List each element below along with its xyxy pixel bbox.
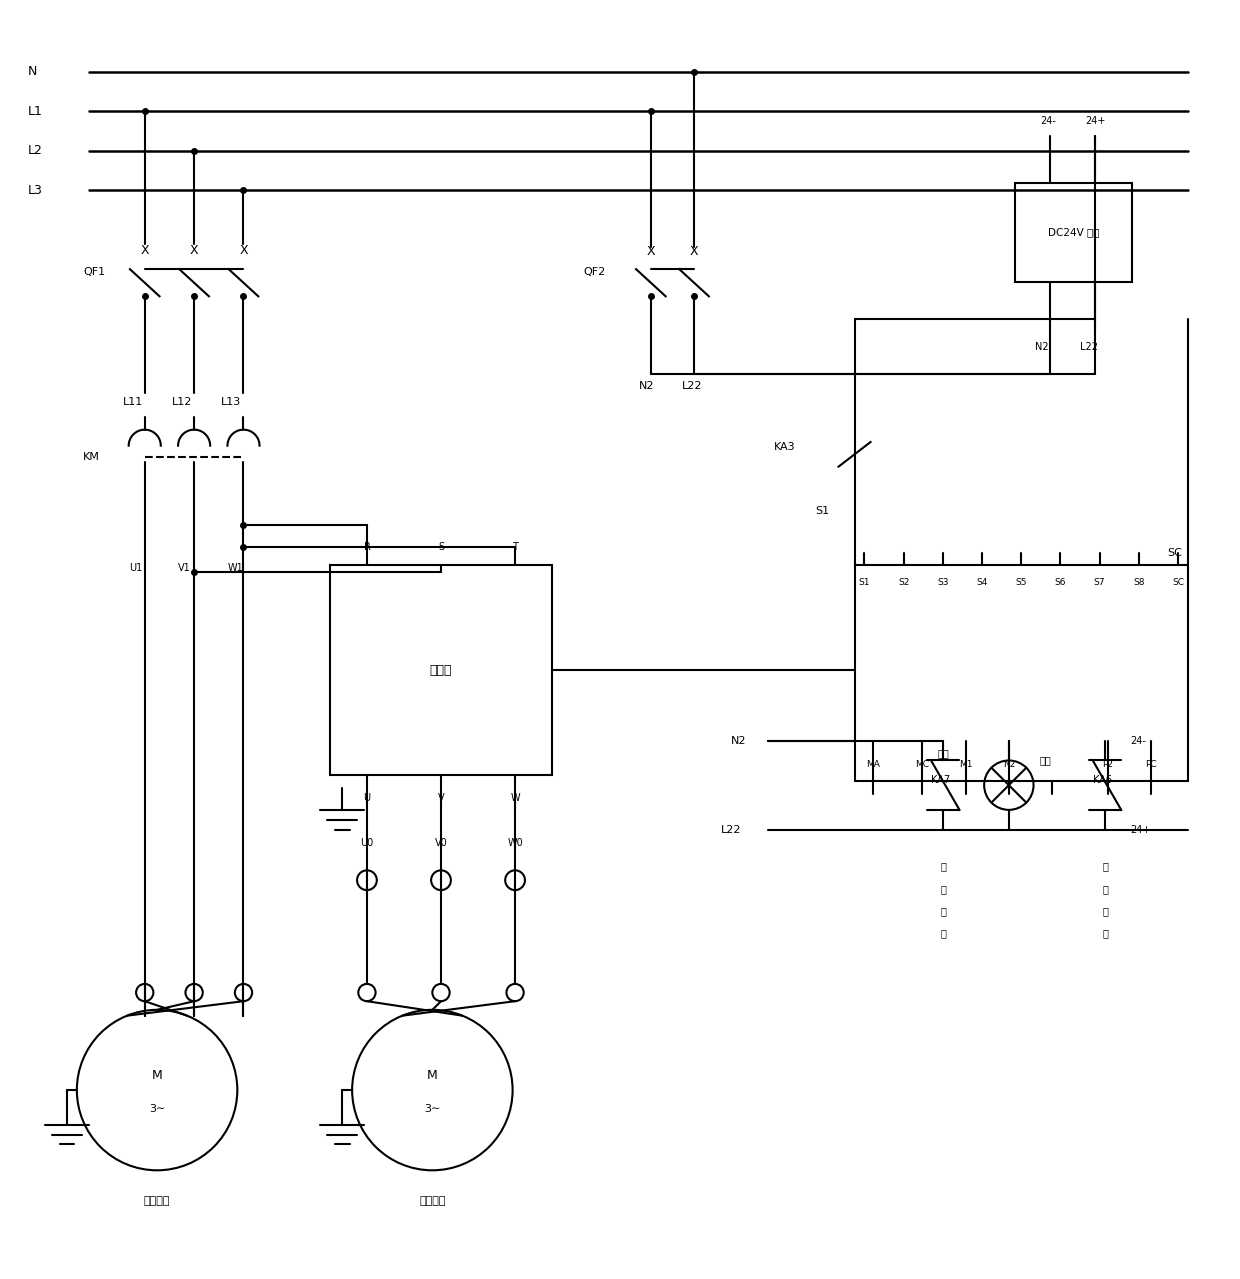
Text: M: M — [151, 1069, 162, 1082]
Text: X: X — [190, 244, 198, 257]
Text: S6: S6 — [1055, 578, 1066, 587]
Text: M1: M1 — [959, 760, 972, 769]
Text: S2: S2 — [898, 578, 909, 587]
Text: L3: L3 — [27, 184, 42, 197]
Text: QF1: QF1 — [83, 266, 105, 276]
Text: U: U — [363, 793, 371, 802]
Bar — [854, 565, 1188, 781]
Text: S7: S7 — [1094, 578, 1105, 587]
Text: 3∼: 3∼ — [424, 1104, 440, 1114]
Text: L2: L2 — [27, 145, 42, 157]
Text: S1: S1 — [815, 506, 830, 517]
Text: L13: L13 — [221, 398, 242, 408]
Text: L22: L22 — [722, 825, 742, 835]
Text: QF2: QF2 — [583, 266, 605, 276]
Text: 运行: 运行 — [1039, 756, 1052, 765]
Text: L12: L12 — [172, 398, 192, 408]
Text: 24+: 24+ — [1130, 825, 1151, 835]
Text: 24+: 24+ — [1085, 116, 1105, 127]
Text: 24-: 24- — [1040, 116, 1056, 127]
Text: KA6: KA6 — [1092, 775, 1112, 785]
Text: DC24V 电源: DC24V 电源 — [1048, 228, 1100, 237]
Text: S1: S1 — [858, 578, 870, 587]
Text: 3∼: 3∼ — [149, 1104, 165, 1114]
Text: N2: N2 — [732, 735, 746, 746]
Text: 故障: 故障 — [937, 748, 950, 758]
Text: 九: 九 — [940, 884, 946, 894]
Text: L11: L11 — [123, 398, 143, 408]
Text: SC: SC — [1167, 549, 1182, 558]
Text: T: T — [512, 542, 518, 553]
Text: N: N — [27, 65, 37, 78]
Text: M: M — [427, 1069, 438, 1082]
Text: 路: 路 — [1102, 929, 1109, 939]
Text: 油泵电机: 油泵电机 — [419, 1196, 445, 1206]
Text: MA: MA — [866, 760, 880, 769]
Text: 24-: 24- — [1130, 735, 1146, 746]
Text: X: X — [140, 244, 149, 257]
Text: L1: L1 — [27, 105, 42, 118]
Text: V0: V0 — [435, 838, 448, 848]
Text: KA7: KA7 — [931, 775, 950, 785]
Text: X: X — [646, 246, 655, 258]
Text: 支: 支 — [940, 906, 946, 916]
Text: L22: L22 — [1080, 341, 1097, 352]
Text: S4: S4 — [976, 578, 988, 587]
Text: W: W — [510, 793, 520, 802]
Bar — [1016, 183, 1132, 281]
Text: 第: 第 — [940, 862, 946, 871]
Text: X: X — [689, 246, 698, 258]
Text: PC: PC — [1145, 760, 1157, 769]
Text: 第: 第 — [1102, 862, 1109, 871]
Text: N2: N2 — [1003, 760, 1016, 769]
Text: W0: W0 — [507, 838, 523, 848]
Text: S: S — [438, 542, 444, 553]
Text: SC: SC — [1172, 578, 1184, 587]
Text: 支: 支 — [1102, 906, 1109, 916]
Text: V1: V1 — [179, 563, 191, 573]
Text: KM: KM — [83, 451, 100, 462]
Text: R: R — [363, 542, 371, 553]
Text: V: V — [438, 793, 444, 802]
Text: KA3: KA3 — [774, 443, 796, 451]
Text: X: X — [239, 244, 248, 257]
Text: S3: S3 — [937, 578, 949, 587]
Text: 电机风扇: 电机风扇 — [144, 1196, 170, 1206]
Text: W1: W1 — [227, 563, 243, 573]
Text: U1: U1 — [129, 563, 141, 573]
Text: L22: L22 — [682, 381, 702, 391]
Text: U0: U0 — [361, 838, 373, 848]
Text: N2: N2 — [1035, 341, 1049, 352]
Text: 路: 路 — [940, 929, 946, 939]
Text: MC: MC — [915, 760, 930, 769]
Text: S8: S8 — [1133, 578, 1145, 587]
Text: 十: 十 — [1102, 884, 1109, 894]
Text: P2: P2 — [1102, 760, 1114, 769]
Text: 变频器: 变频器 — [430, 664, 453, 677]
Text: S5: S5 — [1016, 578, 1027, 587]
Text: N2: N2 — [639, 381, 653, 391]
Bar — [330, 565, 552, 775]
